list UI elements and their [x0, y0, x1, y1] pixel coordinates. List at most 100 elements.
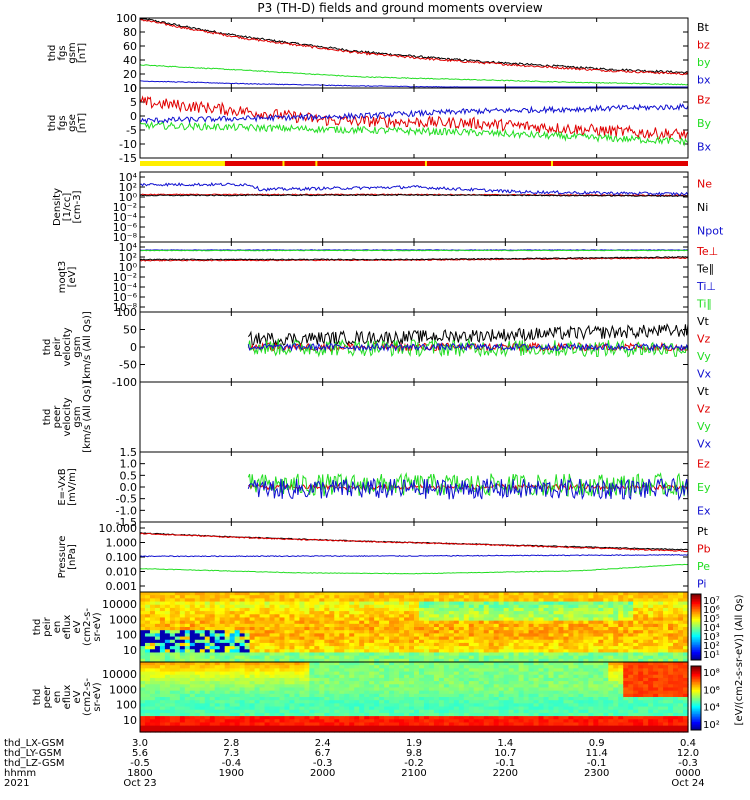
heatmap-cell	[648, 642, 654, 647]
heatmap-cell	[144, 716, 151, 720]
heatmap-cell	[224, 658, 231, 663]
heatmap-cell	[154, 668, 161, 673]
heatmap-cell	[189, 697, 196, 701]
heatmap-cell	[184, 620, 191, 625]
heatmap-cell	[658, 592, 664, 596]
heatmap-cell	[548, 684, 555, 689]
heatmap-cell	[179, 646, 186, 650]
heatmap-cell	[194, 630, 201, 634]
heatmap-cell	[603, 636, 609, 641]
heatmap-cell	[628, 620, 634, 625]
heatmap-cell	[199, 658, 206, 663]
heatmap-cell	[409, 633, 415, 638]
heatmap-cell	[683, 658, 689, 663]
heatmap-cell	[209, 614, 216, 619]
heatmap-cell	[433, 706, 440, 711]
heatmap-cell	[623, 630, 629, 634]
heatmap-cell	[199, 697, 206, 701]
heatmap-cell	[274, 725, 281, 730]
heatmap-cell	[458, 607, 465, 612]
heatmap-cell	[239, 642, 246, 647]
heatmap-cell	[518, 706, 525, 711]
heatmap-cell	[633, 611, 639, 615]
heatmap-cell	[568, 665, 575, 669]
heatmap-cell	[583, 674, 589, 679]
heatmap-cell	[493, 681, 500, 685]
heatmap-cell	[508, 690, 515, 695]
heatmap-cell	[663, 649, 669, 654]
heatmap-cell	[274, 620, 281, 625]
heatmap-cell	[668, 642, 674, 647]
heatmap-cell	[468, 620, 475, 625]
heatmap-cell	[354, 665, 360, 669]
heatmap-cell	[573, 700, 579, 704]
heatmap-cell	[468, 677, 475, 682]
heatmap-cell	[289, 630, 296, 634]
heatmap-cell	[588, 642, 594, 647]
heatmap-cell	[279, 604, 286, 609]
heatmap-cell	[538, 604, 545, 609]
ylabel-line: [nT]	[77, 113, 88, 133]
heatmap-cell	[488, 722, 495, 727]
heatmap-cell	[354, 703, 360, 708]
heatmap-cell	[433, 725, 440, 730]
heatmap-cell	[613, 630, 619, 634]
heatmap-cell	[259, 592, 266, 596]
heatmap-cell	[179, 709, 186, 714]
heatmap-cell	[423, 709, 430, 714]
heatmap-cell	[573, 655, 579, 660]
heatmap-cell	[354, 681, 360, 685]
heatmap-cell	[643, 611, 649, 615]
heatmap-cell	[404, 607, 410, 612]
heatmap-cell	[623, 671, 629, 676]
heatmap-cell	[359, 722, 365, 727]
heatmap-cell	[423, 655, 430, 660]
heatmap-cell	[294, 611, 301, 615]
heatmap-cell	[239, 639, 246, 644]
heatmap-cell	[503, 611, 510, 615]
heatmap-cell	[428, 690, 435, 695]
heatmap-cell	[364, 636, 370, 641]
heatmap-cell	[309, 623, 315, 628]
heatmap-cell	[289, 604, 296, 609]
heatmap-cell	[663, 646, 669, 650]
heatmap-cell	[428, 630, 435, 634]
heatmap-cell	[359, 728, 365, 733]
heatmap-cell	[264, 604, 271, 609]
heatmap-cell	[194, 700, 201, 704]
heatmap-cell	[603, 697, 609, 701]
heatmap-cell	[294, 630, 301, 634]
heatmap-cell	[169, 712, 176, 717]
heatmap-cell	[488, 604, 495, 609]
heatmap-cell	[234, 655, 241, 660]
heatmap-cell	[334, 681, 340, 685]
heatmap-cell	[448, 649, 455, 654]
heatmap-cell	[578, 607, 584, 612]
heatmap-cell	[359, 655, 365, 660]
heatmap-cell	[523, 728, 530, 733]
heatmap-cell	[533, 706, 540, 711]
heatmap-cell	[334, 687, 340, 692]
heatmap-cell	[379, 623, 385, 628]
heatmap-cell	[508, 620, 515, 625]
heatmap-cell	[583, 722, 589, 727]
heatmap-cell	[453, 671, 460, 676]
heatmap-cell	[219, 601, 226, 606]
heatmap-cell	[503, 700, 510, 704]
heatmap-cell	[239, 655, 246, 660]
heatmap-cell	[513, 627, 520, 631]
heatmap-cell	[299, 706, 305, 711]
heatmap-cell	[423, 652, 430, 657]
ylabel-line: [km/s (All Qs)]	[82, 311, 93, 383]
heatmap-cell	[493, 712, 500, 717]
heatmap-cell	[608, 703, 614, 708]
heatmap-cell	[234, 728, 241, 733]
heatmap-cell	[269, 709, 276, 714]
heatmap-cell	[209, 607, 216, 612]
heatmap-cell	[149, 716, 156, 720]
heatmap-cell	[179, 716, 186, 720]
heatmap-cell	[344, 658, 350, 663]
heatmap-cell	[433, 665, 440, 669]
heatmap-cell	[174, 595, 181, 599]
heatmap-cell	[159, 722, 166, 727]
